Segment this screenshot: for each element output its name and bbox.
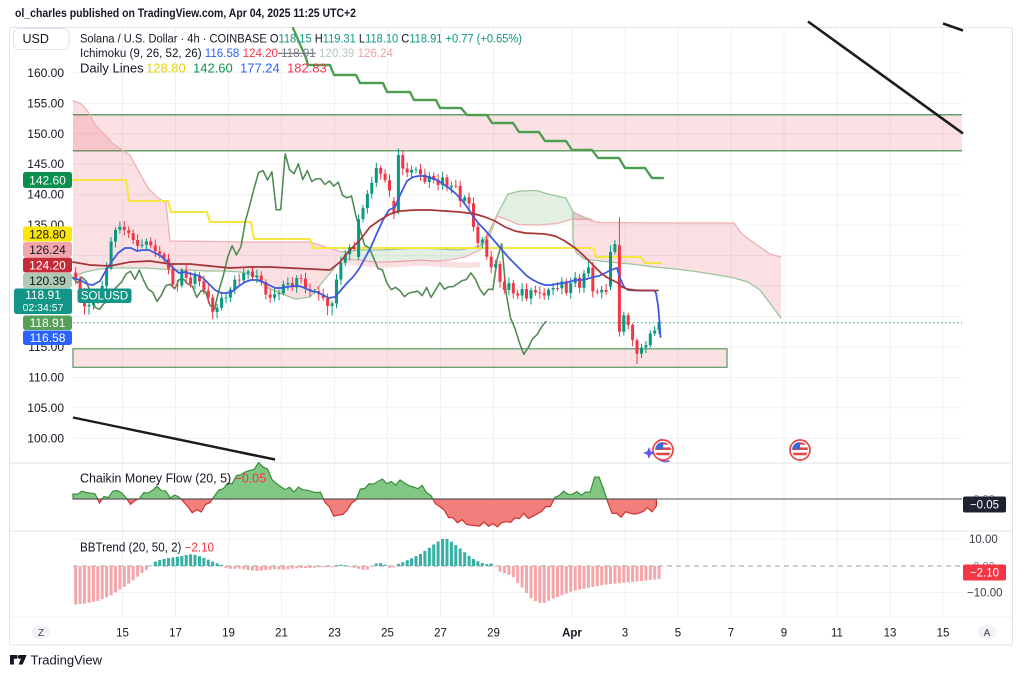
svg-text:110.00: 110.00 — [28, 370, 64, 384]
svg-text:5: 5 — [675, 628, 681, 640]
svg-text:25: 25 — [381, 628, 394, 640]
svg-text:Solana / U.S. Dollar · 4h · CO: Solana / U.S. Dollar · 4h · COINBASE O11… — [80, 32, 522, 46]
svg-text:SOLUSD: SOLUSD — [81, 291, 128, 303]
svg-text:126.24: 126.24 — [29, 243, 66, 257]
svg-text:15: 15 — [937, 628, 950, 640]
svg-text:9: 9 — [781, 628, 787, 640]
svg-text:3: 3 — [622, 628, 628, 640]
svg-text:182.83: 182.83 — [287, 61, 327, 76]
svg-text:105.00: 105.00 — [27, 401, 64, 415]
svg-text:17: 17 — [169, 628, 182, 640]
svg-text:15: 15 — [116, 628, 129, 640]
svg-text:Z: Z — [38, 628, 44, 639]
svg-text:128.80: 128.80 — [146, 61, 186, 76]
svg-text:10.00: 10.00 — [969, 534, 998, 546]
svg-text:−0.05: −0.05 — [970, 500, 999, 512]
svg-text:ol_charles published on Tradin: ol_charles published on TradingView.com,… — [15, 6, 356, 20]
svg-text:−2.10: −2.10 — [970, 568, 999, 580]
svg-text:Chaikin Money Flow (20, 5) −0: Chaikin Money Flow (20, 5) −0.05 — [80, 472, 266, 486]
svg-text:A: A — [984, 628, 991, 639]
svg-text:120.39: 120.39 — [29, 274, 66, 288]
svg-text:142.60: 142.60 — [193, 61, 233, 76]
svg-text:160.00: 160.00 — [27, 66, 64, 80]
svg-text:100.00: 100.00 — [27, 431, 64, 445]
svg-text:118.91: 118.91 — [30, 316, 66, 330]
svg-text:128.80: 128.80 — [29, 227, 66, 241]
svg-text:USD: USD — [23, 32, 49, 46]
svg-text:140.00: 140.00 — [27, 188, 64, 202]
svg-text:7: 7 — [728, 628, 734, 640]
svg-text:145.00: 145.00 — [27, 157, 64, 171]
svg-text:21: 21 — [275, 628, 288, 640]
svg-text:29: 29 — [487, 628, 500, 640]
svg-text:Apr: Apr — [562, 628, 582, 640]
svg-text:TradingView: TradingView — [31, 653, 103, 668]
svg-text:142.60: 142.60 — [29, 173, 66, 187]
svg-text:27: 27 — [434, 628, 447, 640]
svg-text:11: 11 — [831, 628, 843, 640]
svg-text:13: 13 — [884, 628, 897, 640]
svg-text:23: 23 — [328, 628, 341, 640]
svg-text:155.00: 155.00 — [27, 96, 64, 110]
svg-text:BBTrend (20, 50, 2) −2.10: BBTrend (20, 50, 2) −2.10 — [80, 541, 214, 555]
svg-text:Ichimoku (9, 26, 52, 26) 116.5: Ichimoku (9, 26, 52, 26) 116.58 124.20 1… — [80, 46, 393, 60]
svg-text:116.58: 116.58 — [30, 331, 66, 345]
svg-text:177.24: 177.24 — [240, 61, 280, 76]
svg-text:19: 19 — [222, 628, 235, 640]
svg-text:124.20: 124.20 — [29, 258, 66, 272]
svg-text:02:34:57: 02:34:57 — [23, 302, 64, 314]
svg-text:Daily Lines: Daily Lines — [80, 61, 144, 76]
svg-text:150.00: 150.00 — [27, 127, 64, 141]
svg-text:118.91: 118.91 — [25, 288, 61, 302]
svg-text:−10.00: −10.00 — [967, 588, 1003, 600]
